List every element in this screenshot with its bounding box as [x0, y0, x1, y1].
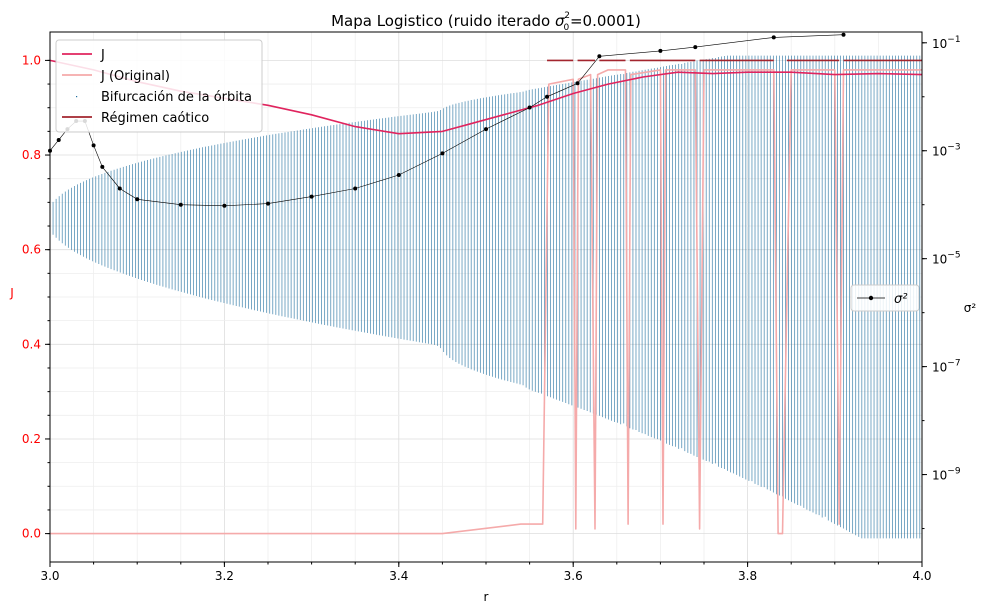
- y-left-tick-label: 0.4: [22, 337, 41, 351]
- sigma2-point: [222, 203, 227, 208]
- y-left-tick-label: 0.2: [22, 432, 41, 446]
- legend-label-j: J: [100, 48, 105, 63]
- sigma2-point: [135, 197, 140, 202]
- y-right-tick-label: 10−5: [932, 251, 961, 267]
- legend-right: σ²: [850, 284, 920, 312]
- sigma2-point: [693, 45, 698, 50]
- sigma2-point: [91, 143, 96, 148]
- sigma2-point: [841, 32, 846, 37]
- sigma2-point: [56, 137, 61, 142]
- chart-title: Mapa Logistico (ruido iterado σ02=0.0001…: [331, 11, 641, 33]
- sigma2-point: [117, 186, 122, 191]
- y-left-tick-label: 0.0: [22, 527, 41, 541]
- sigma2-point: [527, 105, 532, 110]
- sigma2-point: [266, 201, 270, 206]
- sigma2-point: [100, 164, 105, 169]
- axes: 3.0 3.2 3.4 3.6 3.8 4.0 0.0 0.2 0.4 0.6 0.8 1.0 10−1…: [22, 35, 961, 583]
- y-left-tick-label: 1.0: [22, 53, 41, 67]
- x-tick-label: 3.8: [738, 569, 757, 583]
- sigma2-point: [771, 35, 776, 40]
- y-right-tick-label: 10−9: [932, 467, 961, 483]
- legend-swatch-bifurcation: [76, 96, 78, 98]
- legend-label-bifurcation: Bifurcación de la órbita: [101, 90, 252, 105]
- legend-left: J J (Original) Bifurcación de la órbita …: [55, 39, 263, 133]
- legend-label-sigma2: σ²: [894, 292, 907, 307]
- sigma2-point: [440, 151, 445, 156]
- y-axis-label-right: σ²: [964, 301, 977, 315]
- legend-marker-sigma2: [868, 295, 874, 301]
- x-axis-label: r: [484, 590, 489, 604]
- x-tick-label: 3.2: [215, 569, 234, 583]
- sigma2-point: [309, 194, 314, 199]
- sigma2-point: [484, 127, 488, 132]
- legend-label-chaotic: Régimen caótico: [101, 111, 209, 126]
- sigma2-point: [396, 173, 401, 178]
- series-line-j-original: [50, 69, 922, 535]
- y-right-tick-label: 10−1: [932, 35, 961, 51]
- sigma2-point: [658, 48, 663, 53]
- y-left-tick-label: 0.6: [22, 243, 41, 257]
- x-tick-label: 4.0: [912, 569, 931, 583]
- x-tick-label: 3.6: [564, 569, 583, 583]
- x-tick-label: 3.4: [389, 569, 408, 583]
- sigma2-point: [178, 202, 183, 207]
- sigma2-point: [575, 81, 580, 86]
- y-right-tick-label: 10−7: [932, 359, 961, 375]
- x-tick-label: 3.0: [40, 569, 59, 583]
- sigma2-point: [353, 186, 358, 191]
- legend-label-j-original: J (Original): [100, 69, 170, 84]
- y-left-tick-label: 0.8: [22, 148, 41, 162]
- legend-left-box: [55, 39, 263, 133]
- sigma2-point: [597, 54, 602, 59]
- y-right-tick-label: 10−3: [932, 143, 961, 159]
- sigma2-point: [545, 94, 550, 99]
- y-axis-label-left: J: [9, 286, 14, 300]
